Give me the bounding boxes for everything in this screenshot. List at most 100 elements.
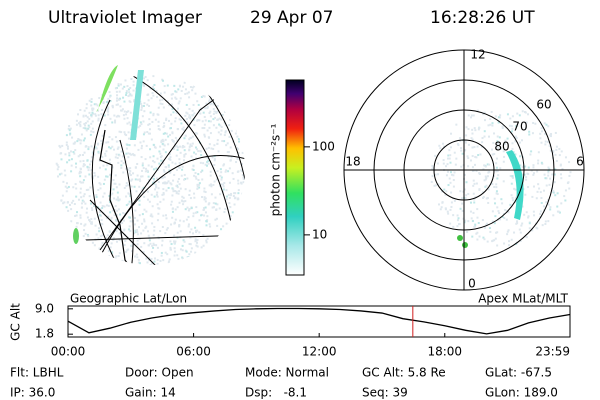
- speckle: [535, 197, 538, 200]
- speckle: [471, 146, 474, 149]
- speckle: [147, 132, 150, 135]
- speckle: [60, 152, 63, 155]
- speckle: [95, 194, 98, 197]
- speckle: [558, 154, 561, 157]
- speckle: [183, 149, 186, 152]
- speckle: [545, 123, 548, 126]
- speckle: [514, 140, 517, 143]
- speckle: [185, 250, 188, 253]
- mlt-label: 18: [345, 155, 360, 169]
- speckle: [453, 199, 456, 202]
- speckle: [540, 141, 543, 144]
- speckle: [109, 95, 112, 98]
- speckle: [547, 220, 550, 223]
- speckle: [478, 188, 481, 191]
- mlat-label: 80: [494, 140, 509, 154]
- speckle: [136, 178, 139, 181]
- speckle: [165, 228, 168, 231]
- speckle: [496, 135, 499, 138]
- speckle: [166, 253, 169, 256]
- speckle: [159, 200, 162, 203]
- speckle: [83, 109, 86, 112]
- speckle: [88, 99, 91, 102]
- speckle: [83, 229, 86, 232]
- speckle: [194, 146, 197, 149]
- speckle: [100, 218, 103, 221]
- speckle: [179, 163, 182, 166]
- speckle: [115, 90, 118, 93]
- speckle: [446, 170, 449, 173]
- speckle: [57, 175, 60, 178]
- speckle: [512, 151, 515, 154]
- speckle: [105, 175, 108, 178]
- speckle: [442, 159, 445, 162]
- speckle: [195, 148, 198, 151]
- speckle: [210, 185, 213, 188]
- speckle: [183, 178, 186, 181]
- speckle: [152, 246, 155, 249]
- speckle: [198, 119, 201, 122]
- speckle: [130, 94, 133, 97]
- speckle: [467, 114, 470, 117]
- speckle: [126, 122, 129, 125]
- speckle: [203, 95, 206, 98]
- speckle: [439, 208, 442, 211]
- speckle: [58, 144, 61, 147]
- speckle: [199, 161, 202, 164]
- speckle: [540, 197, 543, 200]
- speckle: [89, 202, 92, 205]
- speckle: [510, 125, 513, 128]
- speckle: [176, 254, 179, 257]
- speckle: [90, 218, 93, 221]
- speckle: [159, 145, 162, 148]
- speckle: [75, 214, 78, 217]
- speckle: [91, 111, 94, 114]
- speckle: [491, 220, 494, 223]
- speckle: [201, 196, 204, 199]
- speckle: [119, 218, 122, 221]
- speckle: [475, 156, 478, 159]
- speckle: [188, 148, 191, 151]
- speckle: [438, 144, 441, 147]
- speckle: [236, 158, 239, 161]
- speckle: [147, 123, 150, 126]
- speckle: [444, 193, 447, 196]
- speckle: [154, 118, 157, 121]
- speckle: [202, 244, 205, 247]
- speckle: [179, 219, 182, 222]
- speckle: [197, 178, 200, 181]
- speckle: [107, 204, 110, 207]
- speckle: [544, 140, 547, 143]
- speckle: [521, 222, 524, 225]
- speckle: [129, 86, 132, 89]
- speckle: [141, 188, 144, 191]
- speckle: [222, 183, 225, 186]
- speckle: [227, 170, 230, 173]
- speckle: [223, 211, 226, 214]
- speckle: [456, 214, 459, 217]
- speckle: [116, 97, 119, 100]
- speckle: [237, 192, 240, 195]
- speckle: [84, 202, 87, 205]
- speckle: [507, 211, 510, 214]
- speckle: [161, 78, 164, 81]
- speckle: [142, 229, 145, 232]
- speckle: [88, 173, 91, 176]
- speckle: [156, 246, 159, 249]
- time: 16:28:26 UT: [430, 8, 535, 28]
- speckle: [489, 118, 492, 121]
- speckle: [222, 164, 225, 167]
- speckle: [143, 110, 146, 113]
- speckle: [180, 122, 183, 125]
- speckle: [166, 100, 169, 103]
- speckle: [82, 165, 85, 168]
- speckle: [138, 199, 141, 202]
- speckle: [79, 123, 82, 126]
- speckle: [504, 139, 507, 142]
- speckle: [72, 186, 75, 189]
- speckle: [82, 126, 85, 129]
- speckle: [113, 237, 116, 240]
- speckle: [489, 230, 492, 233]
- speckle: [190, 250, 193, 253]
- speckle: [158, 128, 161, 131]
